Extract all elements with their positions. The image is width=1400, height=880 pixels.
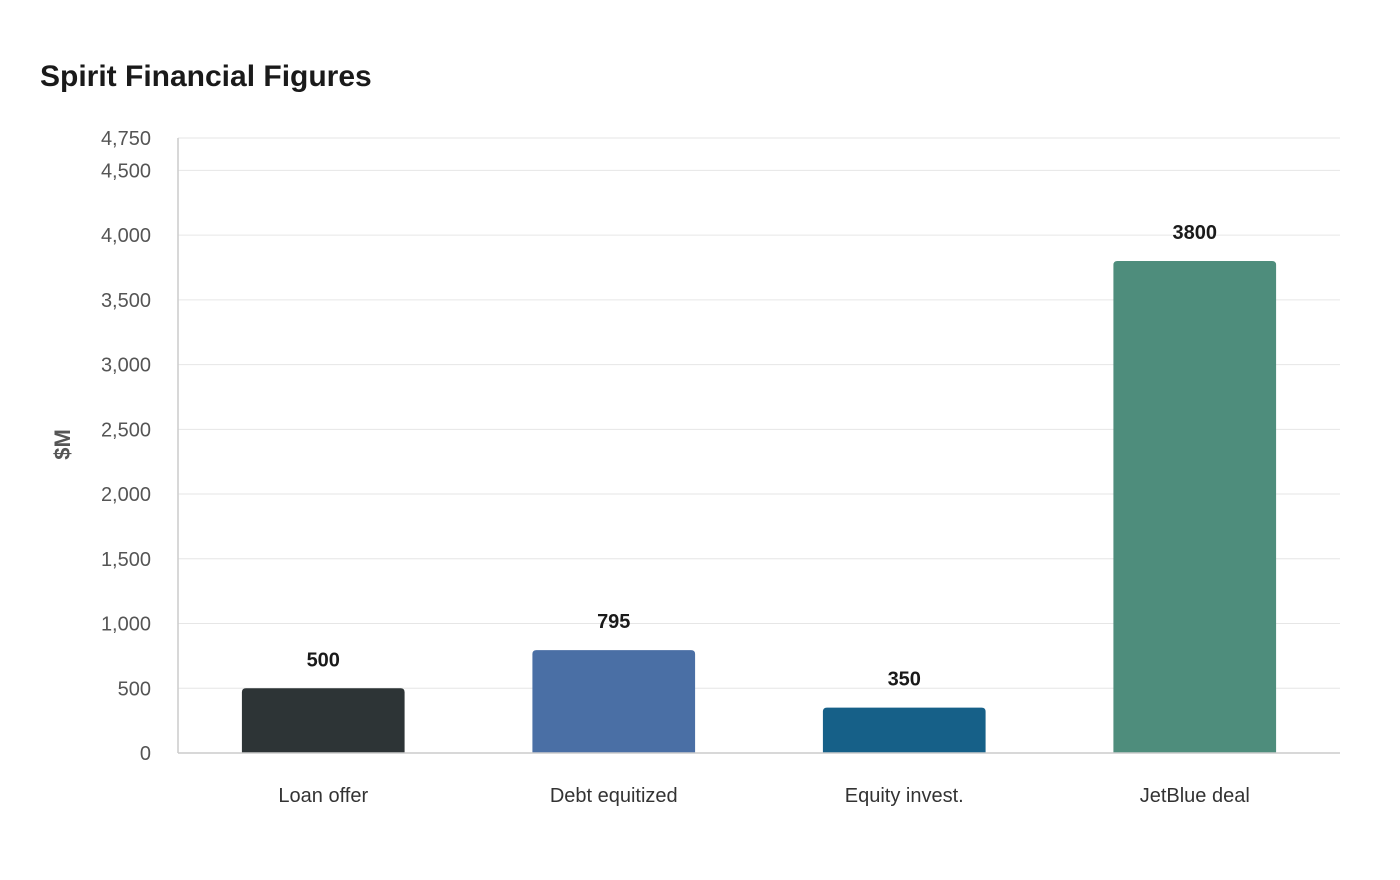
y-tick-label: 4,500 — [101, 160, 151, 182]
y-axis-title: $M — [50, 429, 75, 460]
category-labels: Loan offer Debt equitized Equity invest. Je… — [278, 785, 1249, 807]
y-tick-label: 3,500 — [101, 290, 151, 312]
category-label: Debt equitized — [550, 785, 678, 807]
value-label: 795 — [597, 611, 630, 633]
y-tick-label: 1,500 — [101, 549, 151, 571]
chart-title: Spirit Financial Figures — [40, 60, 372, 93]
value-labels: 500 795 350 3800 — [307, 222, 1217, 691]
y-tick-label: 500 — [118, 678, 151, 700]
bar-equity-invest — [822, 707, 986, 753]
bar-loan-offer — [241, 688, 405, 753]
y-tick-label: 2,500 — [101, 419, 151, 441]
bars — [241, 261, 1277, 753]
y-tick-label: 4,750 — [101, 128, 151, 150]
y-tick-label: 3,000 — [101, 355, 151, 377]
bar-jetblue-deal — [1113, 261, 1277, 753]
category-label: Equity invest. — [845, 785, 964, 807]
y-tick-label: 0 — [140, 743, 151, 765]
y-tick-label: 1,000 — [101, 614, 151, 636]
y-tick-label: 4,000 — [101, 225, 151, 247]
category-label: JetBlue deal — [1140, 785, 1250, 807]
y-tick-label: 2,000 — [101, 484, 151, 506]
bar-debt-equitized — [532, 650, 696, 753]
y-tick-labels: 0 500 1,000 1,500 2,000 2,500 3,000 3,500 4,000 4… — [101, 128, 151, 765]
category-label: Loan offer — [278, 785, 368, 807]
value-label: 350 — [888, 669, 921, 691]
value-label: 3800 — [1173, 222, 1218, 244]
value-label: 500 — [307, 649, 340, 671]
